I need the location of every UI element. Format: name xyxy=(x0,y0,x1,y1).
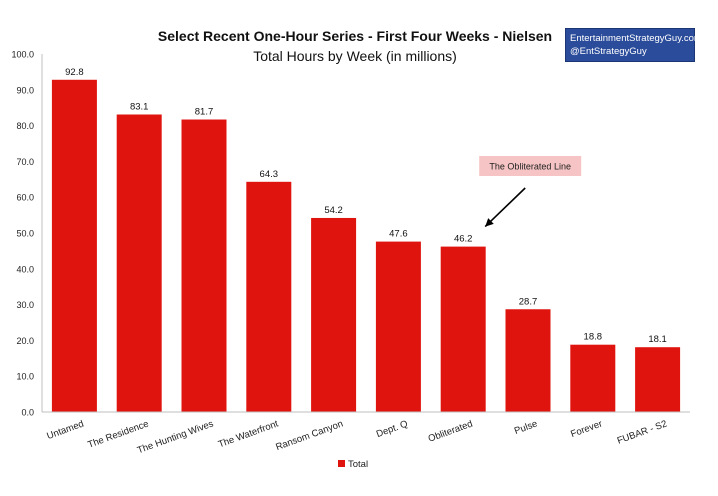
y-tick-label: 30.0 xyxy=(16,300,34,310)
bar xyxy=(505,309,551,412)
y-tick-label: 40.0 xyxy=(16,264,34,274)
y-tick-label: 20.0 xyxy=(16,336,34,346)
annotation-text: The Obliterated Line xyxy=(489,162,571,172)
bar xyxy=(375,241,421,412)
bar xyxy=(246,181,292,412)
y-tick-label: 80.0 xyxy=(16,121,34,131)
y-tick-label: 70.0 xyxy=(16,157,34,167)
data-label: 92.8 xyxy=(65,67,84,78)
bar xyxy=(116,114,162,412)
credit-box: EntertainmentStrategyGuy.com @EntStrateg… xyxy=(565,28,702,62)
bar xyxy=(570,344,616,412)
y-tick-label: 100.0 xyxy=(11,50,34,60)
x-tick-label: Ransom Canyon xyxy=(274,418,344,453)
y-tick-label: 60.0 xyxy=(16,193,34,203)
data-label: 28.7 xyxy=(519,296,538,307)
data-label: 47.6 xyxy=(389,229,408,240)
x-tick-label: The Waterfront xyxy=(217,418,280,450)
y-tick-label: 10.0 xyxy=(16,372,34,382)
data-label: 64.3 xyxy=(260,169,279,180)
x-tick-label: FUBAR - S2 xyxy=(616,418,669,446)
bar xyxy=(635,347,681,412)
bar xyxy=(440,246,486,412)
bar xyxy=(311,217,357,412)
x-tick-label: Pulse xyxy=(513,418,539,436)
credit-website: EntertainmentStrategyGuy.com xyxy=(570,33,702,44)
bar xyxy=(181,119,227,412)
data-label: 46.2 xyxy=(454,234,473,245)
data-label: 18.1 xyxy=(648,334,667,345)
data-label: 83.1 xyxy=(130,102,149,113)
annotation-arrow xyxy=(484,187,526,228)
y-tick-label: 50.0 xyxy=(16,229,34,239)
chart-subtitle: Total Hours by Week (in millions) xyxy=(253,48,457,64)
y-tick-label: 90.0 xyxy=(16,85,34,95)
x-tick-label: Obliterated xyxy=(427,418,474,444)
bar xyxy=(51,79,97,412)
credit-handle: @EntStrategyGuy xyxy=(570,46,647,57)
y-tick-label: 0.0 xyxy=(21,408,34,418)
data-label: 18.8 xyxy=(584,332,603,343)
chart-title: Select Recent One-Hour Series - First Fo… xyxy=(157,28,553,44)
annotation-box xyxy=(479,156,582,176)
legend-label: Total xyxy=(348,459,368,470)
x-tick-label: Untamed xyxy=(45,418,85,442)
data-label: 81.7 xyxy=(195,107,214,118)
annotation-arrowhead xyxy=(485,218,494,227)
legend-swatch xyxy=(338,460,345,467)
x-tick-label: Dept. Q xyxy=(375,418,410,440)
x-tick-label: Forever xyxy=(569,418,604,440)
data-label: 54.2 xyxy=(324,205,343,216)
